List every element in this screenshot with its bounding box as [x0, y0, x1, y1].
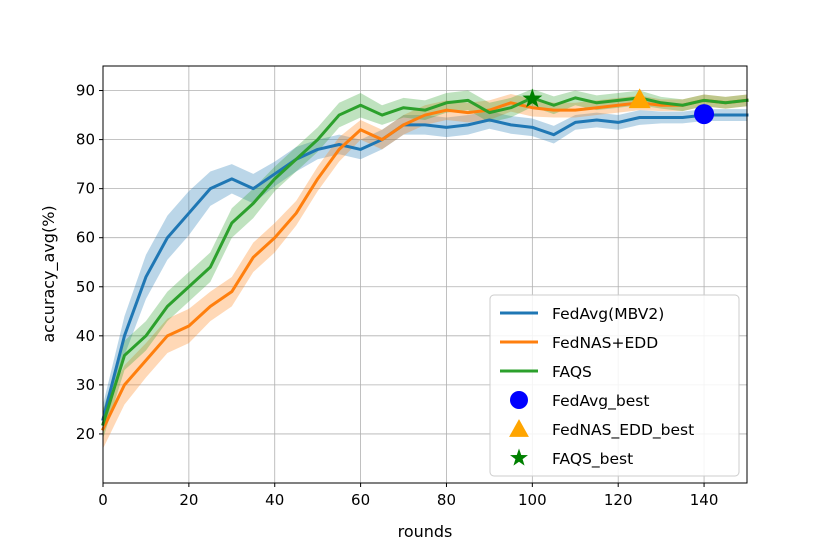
y-tick-label: 70 [76, 180, 95, 198]
legend: FedAvg(MBV2) FedNAS+EDD FAQS FedAvg_best Fed… [489, 294, 740, 477]
y-tick-label: 50 [76, 278, 95, 296]
y-tick-label: 30 [76, 376, 95, 394]
y-tick-label: 60 [76, 229, 95, 247]
x-tick-label: 100 [518, 491, 547, 509]
axis-ticks: 0 20 40 60 80 100 120 140 20 30 40 50 60 70 80 90 [76, 82, 718, 509]
x-tick-label: 140 [690, 491, 719, 509]
x-tick-label: 40 [265, 491, 284, 509]
x-tick-label: 20 [179, 491, 198, 509]
y-axis-label: accuracy_avg(%) [39, 205, 59, 342]
legend-swatch-faqs-best [510, 448, 528, 466]
marker-fedavg-best [694, 104, 715, 125]
y-tick-label: 90 [76, 82, 95, 100]
marker-fednas-edd-best [628, 88, 651, 109]
plot-frame [102, 65, 748, 484]
line-fedavg-mbv2 [101, 113, 749, 422]
x-tick-label: 60 [351, 491, 370, 509]
legend-label-fednas-edd-best: FedNAS_EDD_best [552, 421, 694, 440]
legend-box [489, 294, 740, 477]
legend-label-fedavg-mbv2: FedAvg(MBV2) [552, 305, 664, 323]
marker-faqs-best [522, 88, 543, 108]
x-axis-label: rounds [398, 522, 453, 541]
x-tick-label: 120 [604, 491, 633, 509]
x-tick-label: 80 [437, 491, 456, 509]
x-tick-label: 0 [98, 491, 108, 509]
legend-label-fednas-edd: FedNAS+EDD [552, 334, 658, 352]
legend-swatch-fednas-edd-best [509, 419, 529, 437]
y-tick-label: 20 [76, 425, 95, 443]
best-markers [522, 88, 715, 125]
legend-label-faqs-best: FAQS_best [552, 450, 633, 469]
legend-swatch-fedavg-best [510, 391, 528, 409]
legend-label-faqs: FAQS [552, 363, 592, 381]
legend-label-fedavg-best: FedAvg_best [552, 392, 649, 411]
y-tick-label: 80 [76, 131, 95, 149]
y-tick-label: 40 [76, 327, 95, 345]
